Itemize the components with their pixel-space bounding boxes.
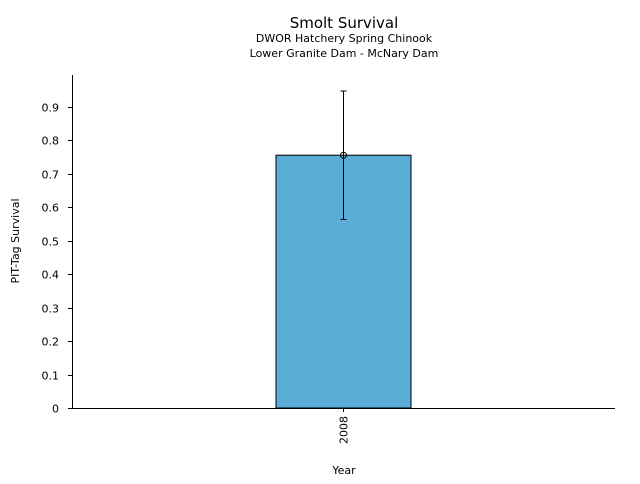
y-tick-label: 0.4 [42, 269, 60, 282]
chart-title: Smolt Survival [290, 14, 399, 32]
y-tick-label: 0.3 [42, 303, 60, 316]
y-tick-label: 0.9 [42, 102, 60, 115]
y-tick-label: 0.1 [42, 370, 60, 383]
y-tick-label: 0 [52, 403, 59, 416]
chart-subtitle-line-2: Lower Granite Dam - McNary Dam [250, 47, 439, 60]
y-tick-label: 0.2 [42, 336, 60, 349]
x-tick-label: 2008 [338, 416, 351, 444]
x-axis-label: Year [331, 464, 356, 477]
y-tick-label: 0.8 [42, 135, 60, 148]
point-marker [340, 151, 347, 159]
y-tick-label: 0.5 [42, 236, 60, 249]
y-tick-label: 0.6 [42, 202, 60, 215]
chart-subtitle-line-1: DWOR Hatchery Spring Chinook [256, 32, 433, 45]
y-tick-label: 0.7 [42, 169, 60, 182]
y-axis-label: PIT-Tag Survival [9, 198, 22, 283]
